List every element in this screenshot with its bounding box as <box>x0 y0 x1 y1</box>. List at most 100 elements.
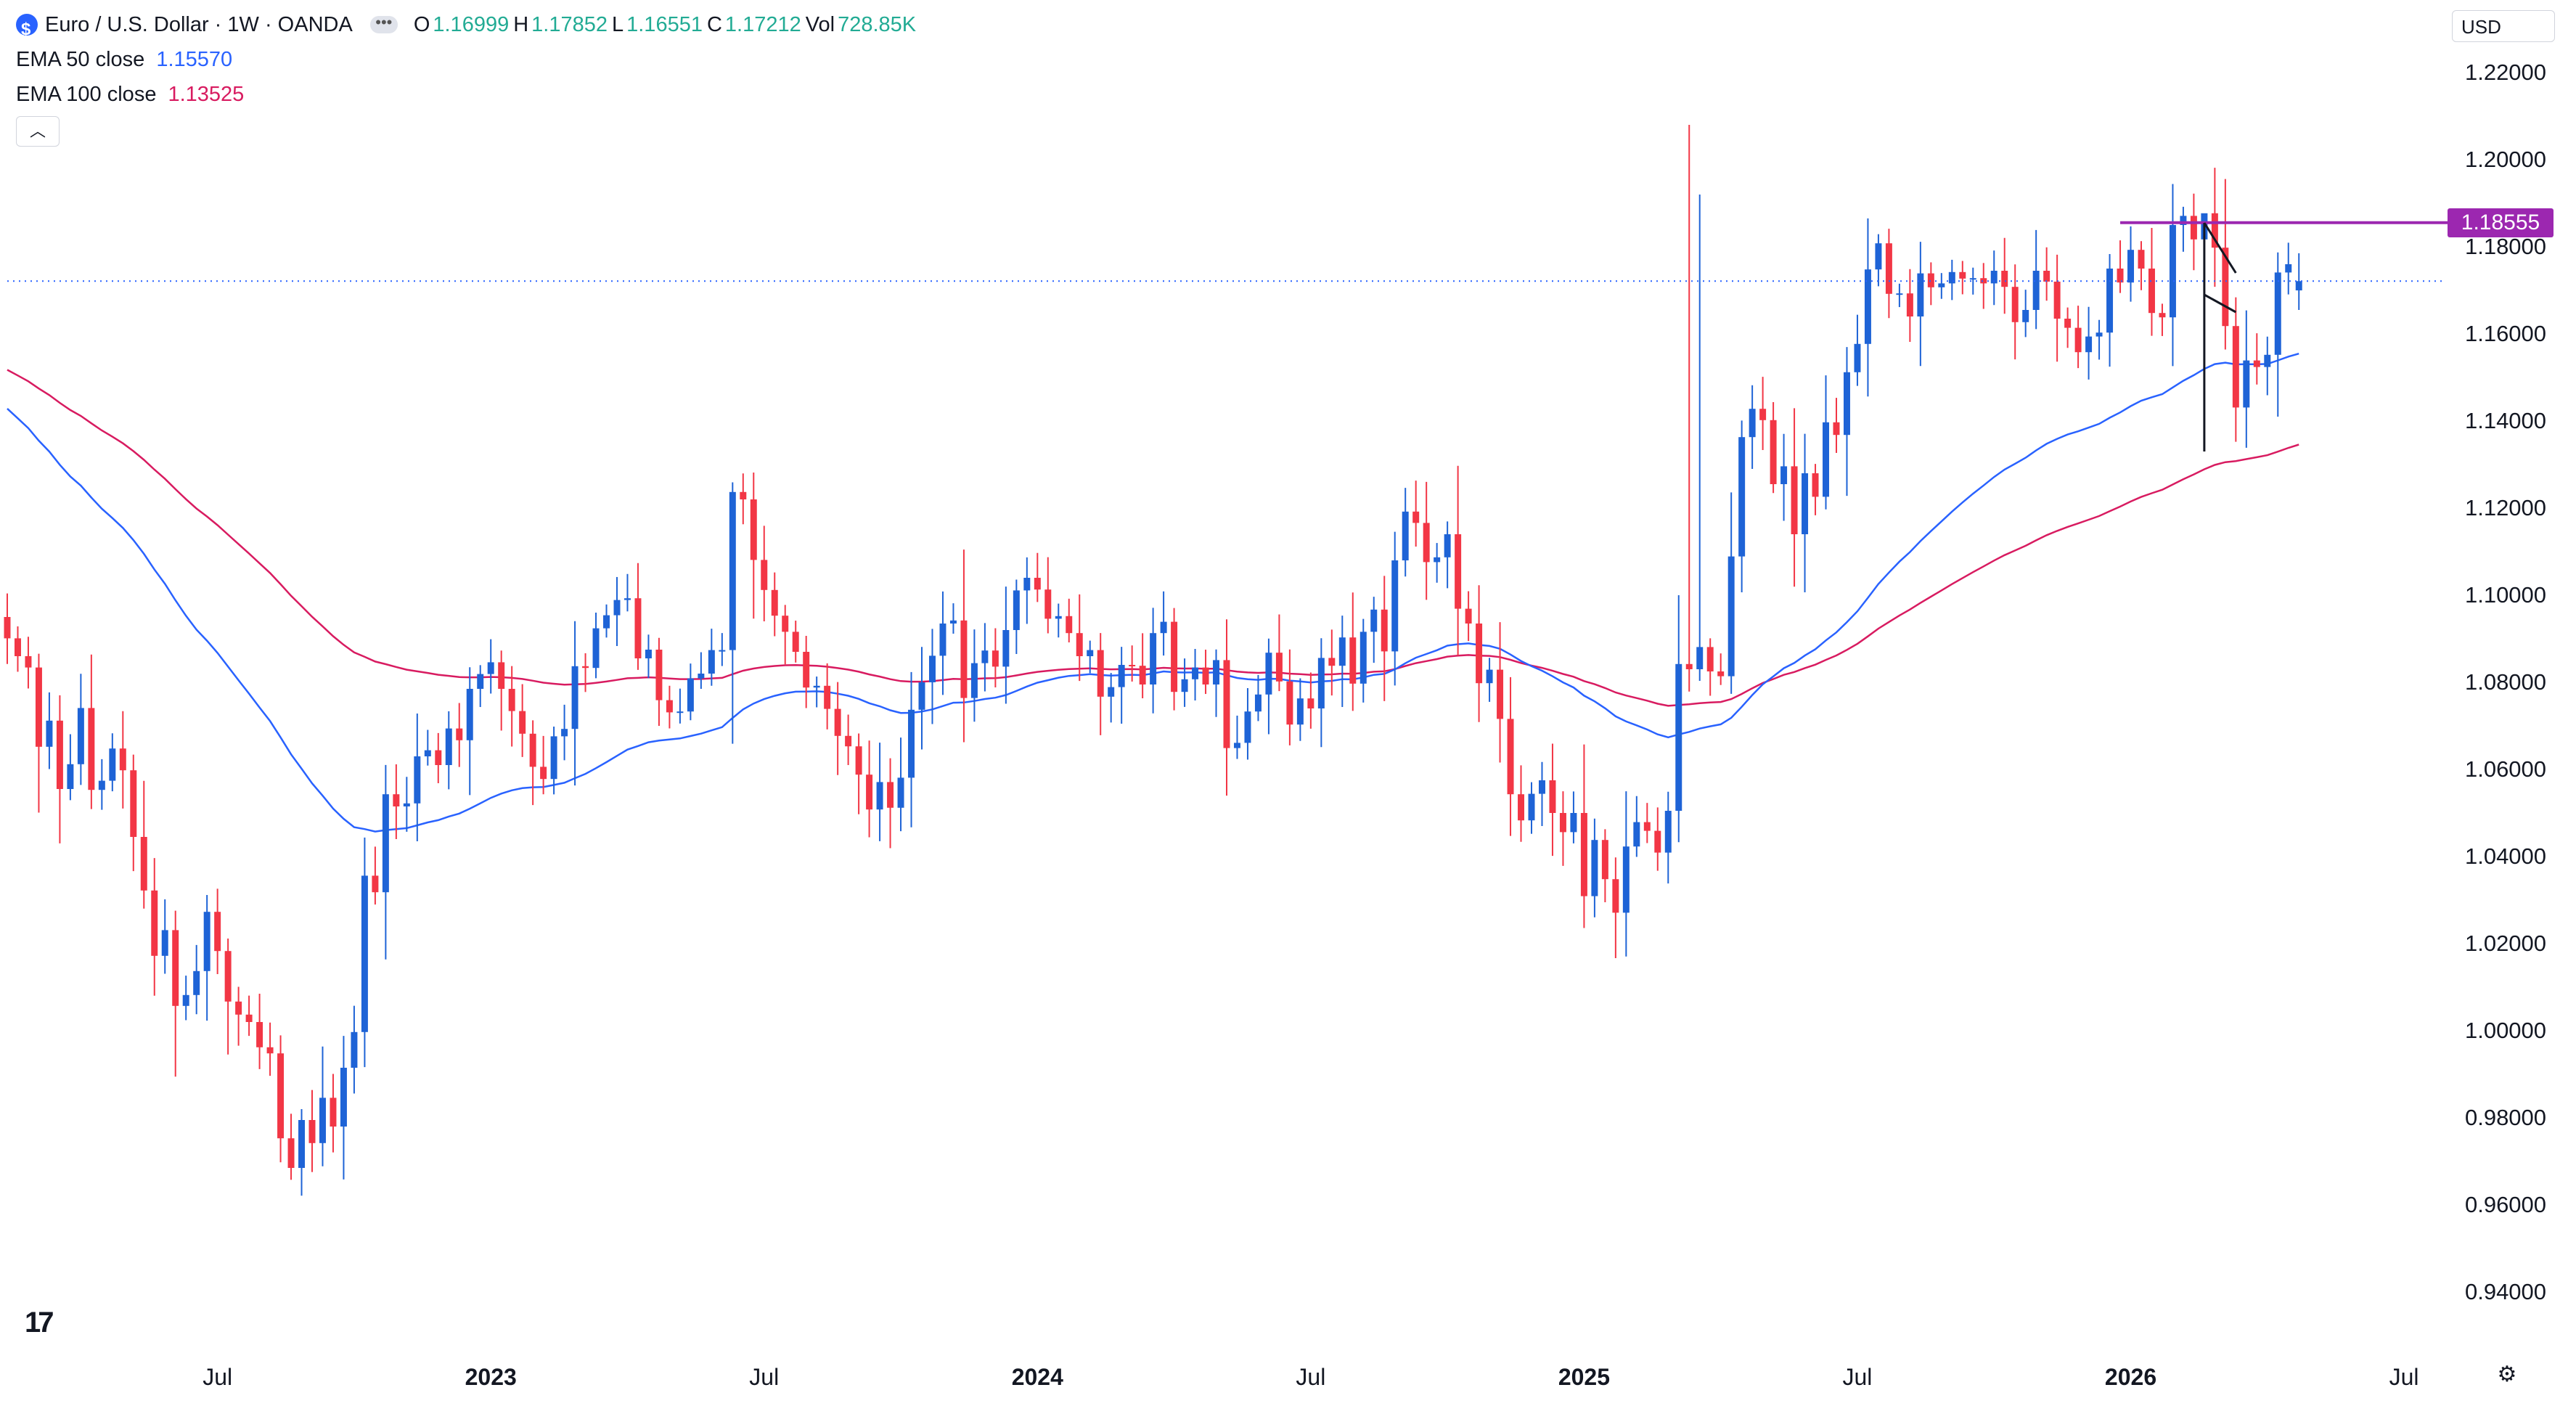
candle-body <box>1738 437 1746 557</box>
candle <box>803 636 810 708</box>
candle-body <box>308 1120 316 1143</box>
ema100-row[interactable]: EMA 100 close 1.13525 <box>16 77 916 112</box>
candle <box>1906 269 1913 342</box>
candle <box>1150 608 1157 714</box>
candle <box>1034 552 1041 602</box>
high-key: H <box>513 13 529 36</box>
candle <box>1307 672 1314 729</box>
candle <box>887 758 894 849</box>
candle-body <box>151 890 158 956</box>
candle-body <box>1296 698 1304 725</box>
candle-body <box>340 1068 347 1127</box>
candle-body <box>456 728 463 740</box>
candle <box>466 667 473 796</box>
candle <box>1066 598 1073 643</box>
candle <box>1359 618 1367 703</box>
candle-body <box>845 735 852 747</box>
settings-gear-icon[interactable]: ⚙ <box>2497 1362 2517 1386</box>
candle <box>88 654 95 809</box>
candle-body <box>708 650 715 674</box>
candle <box>1727 492 1735 694</box>
more-options-icon[interactable]: ••• <box>369 15 398 33</box>
candle-body <box>2190 216 2197 240</box>
candle-body <box>1423 523 1430 563</box>
candle-body <box>655 650 663 700</box>
candle <box>729 482 736 744</box>
candle-body <box>991 650 999 667</box>
candle <box>456 703 463 767</box>
candle <box>256 993 263 1069</box>
candle <box>182 976 189 1021</box>
candle <box>1023 557 1031 624</box>
candle-body <box>1549 780 1556 813</box>
candle-body <box>1265 653 1272 695</box>
candle-body <box>2159 313 2166 318</box>
candle-body <box>351 1031 358 1068</box>
candle-body <box>1381 609 1388 652</box>
candle-body <box>1275 653 1283 682</box>
candle-body <box>939 624 946 656</box>
candle <box>1328 629 1336 696</box>
ema50-row[interactable]: EMA 50 close 1.15570 <box>16 42 916 77</box>
candle <box>203 894 210 1021</box>
candle-body <box>1097 650 1104 697</box>
symbol-row: Euro / U.S. Dollar · 1W · OANDA ••• O1.1… <box>16 7 916 47</box>
candle-body <box>1528 793 1535 821</box>
candle <box>2274 252 2281 417</box>
candle <box>1370 597 1378 663</box>
candle-body <box>876 782 883 810</box>
x-tick-label: 2025 <box>1558 1364 1610 1390</box>
candle-body <box>2295 281 2302 291</box>
candle-body <box>466 689 473 740</box>
candle-body <box>424 750 431 756</box>
candle-body <box>1444 534 1451 557</box>
candle <box>2106 254 2114 367</box>
candle <box>1265 638 1272 735</box>
candle-body <box>2169 225 2176 318</box>
candle-body <box>1917 273 1924 316</box>
candle-body <box>477 674 484 689</box>
ema-50-path <box>7 352 2299 833</box>
candle <box>2043 247 2050 301</box>
candle <box>949 603 957 634</box>
candle <box>1223 619 1230 796</box>
candle <box>1055 603 1062 638</box>
currency-selector[interactable]: USD <box>2452 10 2555 42</box>
chart-legend: Euro / U.S. Dollar · 1W · OANDA ••• O1.1… <box>16 7 916 147</box>
candle <box>1896 283 1903 308</box>
symbol-title[interactable]: Euro / U.S. Dollar · 1W · OANDA <box>45 13 353 36</box>
candle-body <box>666 700 673 713</box>
candle-body <box>1192 667 1199 679</box>
candle-body <box>582 666 589 669</box>
candle-body <box>182 994 189 1006</box>
candle <box>2232 297 2239 442</box>
candle-body <box>729 491 736 650</box>
candle-body <box>1749 409 1756 438</box>
candle <box>1990 250 1998 306</box>
candle <box>477 665 484 708</box>
candle <box>130 754 137 872</box>
candle <box>2148 227 2155 336</box>
candle <box>1927 262 1934 306</box>
candle-body <box>1559 813 1566 833</box>
y-tick-label: 1.02000 <box>2465 931 2546 956</box>
y-tick-label: 1.06000 <box>2465 756 2546 782</box>
candle <box>813 677 820 708</box>
candle <box>634 563 642 670</box>
candle <box>1160 591 1167 656</box>
candle <box>2127 226 2135 302</box>
candle <box>750 472 757 619</box>
tradingview-logo-icon[interactable]: 17 <box>25 1307 54 1338</box>
candle-body <box>2011 287 2019 322</box>
candle <box>319 1046 326 1166</box>
candle-body <box>256 1022 263 1047</box>
candle <box>2074 306 2082 369</box>
candle-body <box>193 970 200 995</box>
candle-body <box>2074 327 2082 353</box>
candle <box>1717 653 1725 685</box>
candle-body <box>1013 590 1020 630</box>
collapse-legend-button[interactable]: ︿ <box>16 116 60 147</box>
candle <box>1969 267 1976 295</box>
candle <box>2190 193 2197 271</box>
